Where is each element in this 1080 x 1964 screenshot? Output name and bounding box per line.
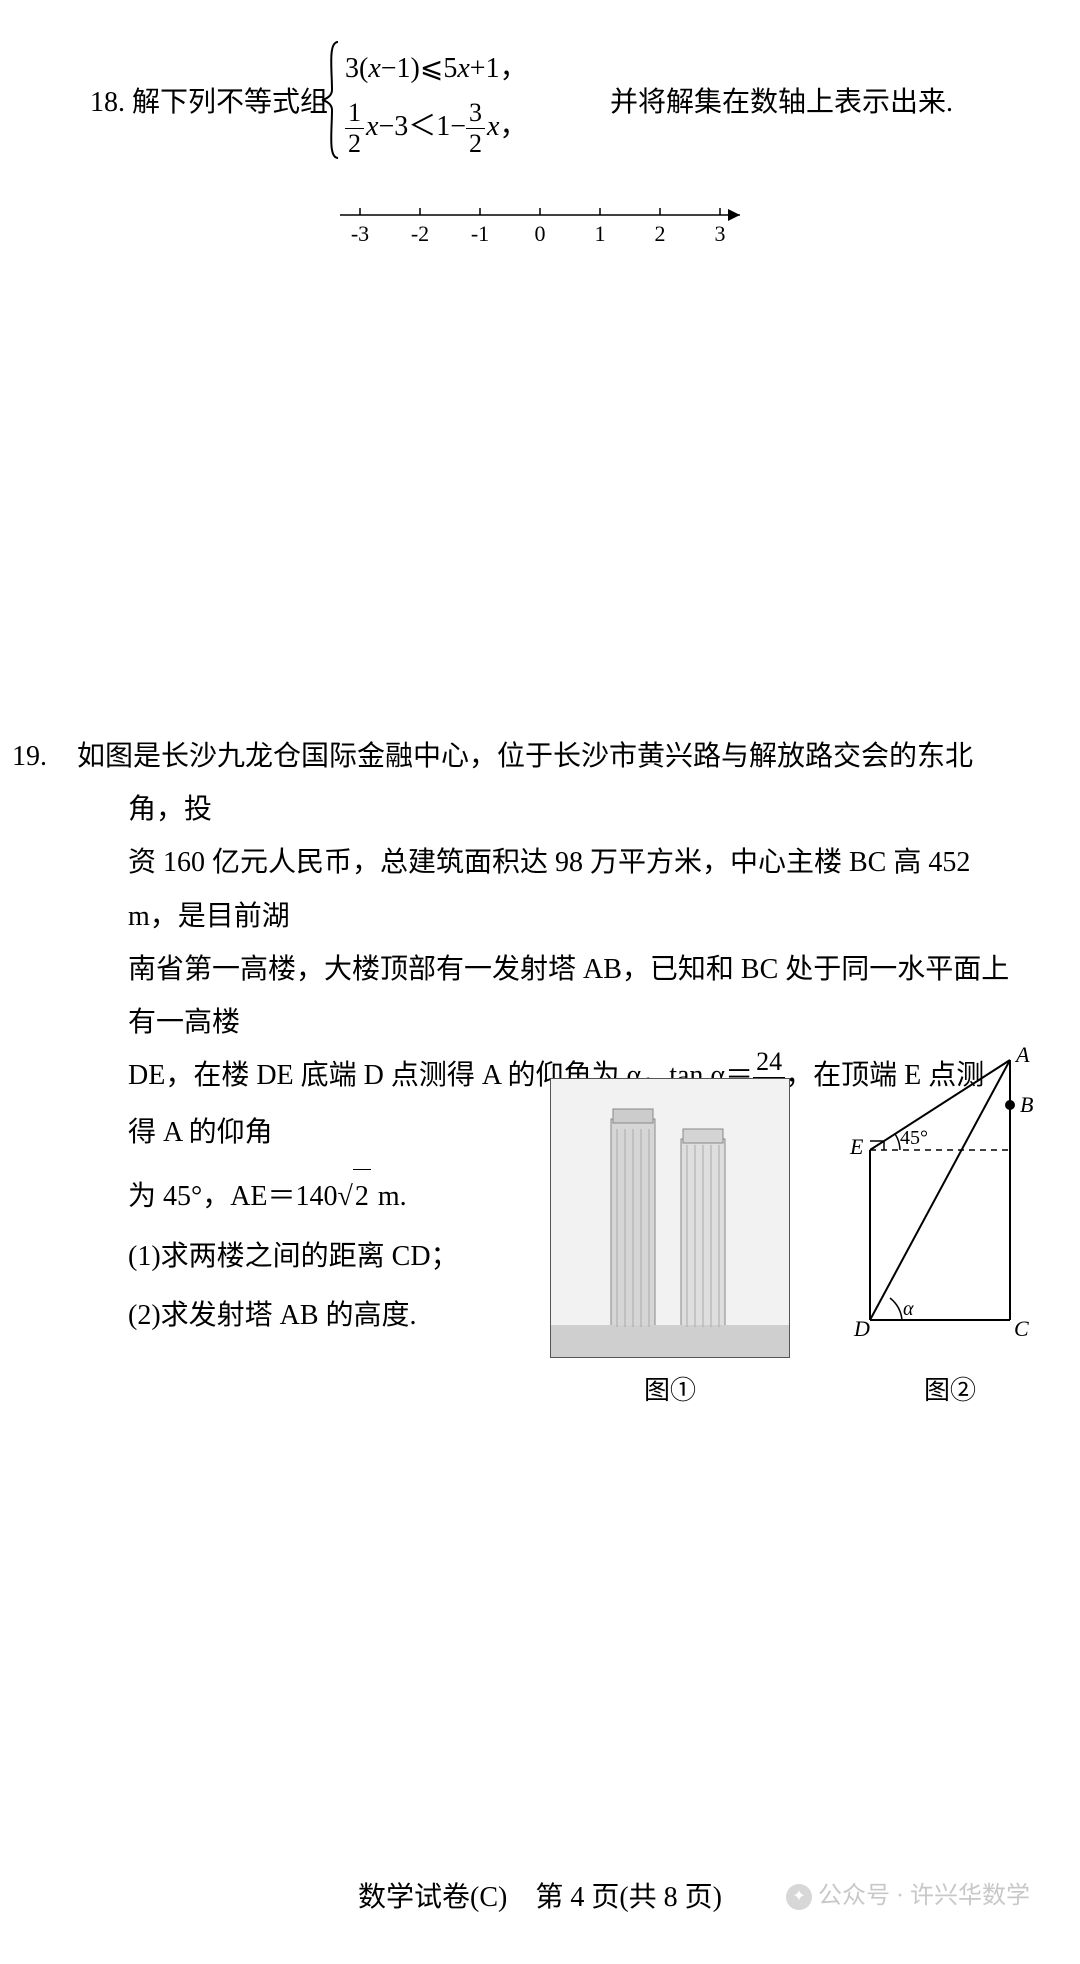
label-A: A	[1014, 1042, 1030, 1067]
building-photo-icon	[551, 1079, 790, 1358]
problem-19: 19. 如图是长沙九龙仓国际金融中心，位于长沙市黄兴路与解放路交会的东北角，投 …	[70, 730, 1010, 1342]
geometry-diagram: A B C D E 45° α	[850, 1040, 1050, 1340]
fraction-3-2: 3 2	[466, 100, 485, 157]
left-brace-icon	[320, 40, 344, 160]
figure-1-caption: 图①	[550, 1366, 790, 1415]
number-line: -3 -2 -1 0 1 2 3	[340, 200, 770, 278]
svg-text:3: 3	[715, 221, 726, 246]
watermark: ✦ 公众号 · 许兴华数学	[786, 1874, 1030, 1920]
problem-18: 18. 解下列不等式组 3(x−1)⩽5x+1， 1 2 x−3＜1− 3 2 …	[70, 40, 1010, 250]
svg-text:-1: -1	[471, 221, 489, 246]
sqrt-2: √2	[338, 1169, 371, 1223]
figure-2-caption: 图②	[850, 1366, 1050, 1415]
label-45: 45°	[900, 1127, 928, 1149]
q18-lead: 18. 解下列不等式组	[90, 76, 328, 129]
fraction-half: 1 2	[345, 100, 364, 157]
footer-text: 数学试卷(C) 第 4 页(共 8 页)	[358, 1882, 722, 1913]
figure-2: A B C D E 45° α 图②	[850, 1040, 1050, 1416]
building-photo	[550, 1078, 790, 1358]
q19-line2: 资 160 亿元人民币，总建筑面积达 98 万平方米，中心主楼 BC 高 452…	[70, 836, 1010, 942]
svg-text:2: 2	[655, 221, 666, 246]
svg-text:-2: -2	[411, 221, 429, 246]
label-D: D	[853, 1316, 870, 1341]
label-C: C	[1014, 1316, 1029, 1341]
svg-text:1: 1	[595, 221, 606, 246]
q19-line3: 南省第一高楼，大楼顶部有一发射塔 AB，已知和 BC 处于同一水平面上有一高楼	[70, 943, 1010, 1049]
label-alpha: α	[903, 1298, 914, 1320]
label-B: B	[1020, 1092, 1033, 1117]
watermark-text: 公众号 · 许兴华数学	[818, 1874, 1030, 1920]
number-line-svg: -3 -2 -1 0 1 2 3	[340, 200, 770, 260]
q18-number: 18.	[90, 76, 125, 129]
q19-figures: 图① A B C	[550, 1040, 1050, 1416]
q19-line1: 19. 如图是长沙九龙仓国际金融中心，位于长沙市黄兴路与解放路交会的东北角，投	[70, 730, 1010, 836]
brace	[320, 40, 344, 160]
svg-text:-3: -3	[351, 221, 369, 246]
wechat-icon: ✦	[786, 1884, 812, 1910]
q18-trail: 并将解集在数轴上表示出来.	[610, 76, 953, 129]
q18-lead-text: 解下列不等式组	[132, 87, 328, 118]
q18-case1: 3(x−1)⩽5x+1，	[345, 42, 528, 95]
figure-1: 图①	[550, 1078, 790, 1415]
label-E: E	[849, 1134, 864, 1159]
svg-text:0: 0	[535, 221, 546, 246]
q18-case2: 1 2 x−3＜1− 3 2 x，	[345, 100, 527, 157]
